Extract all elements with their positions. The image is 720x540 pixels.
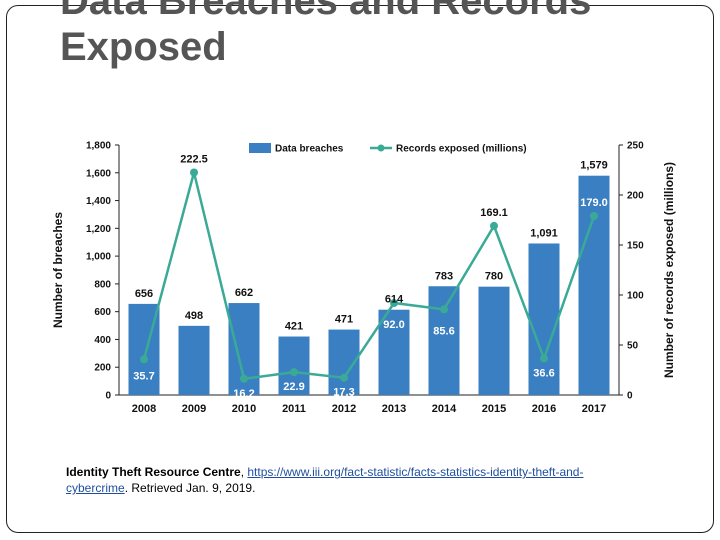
bar-value-label: 421 — [285, 321, 303, 333]
title-line-2: Exposed — [60, 25, 227, 69]
bar-value-label: 780 — [485, 271, 503, 283]
x-tick-label: 2010 — [232, 403, 256, 415]
x-tick-label: 2011 — [282, 403, 306, 415]
y-right-tick-label: 150 — [627, 241, 644, 252]
slide-title: Data Breaches and Records Exposed — [60, 0, 700, 70]
records-point-2010 — [240, 374, 248, 383]
y-left-tick-label: 1,600 — [86, 168, 111, 179]
x-tick-label: 2013 — [382, 403, 406, 415]
source-link[interactable]: https://www.iii.org/fact-statistic/facts… — [66, 465, 584, 495]
records-value-label: 22.9 — [283, 381, 304, 393]
records-point-2011 — [290, 368, 298, 377]
legend-marker-records — [377, 144, 385, 152]
legend-swatch-breaches — [249, 143, 271, 153]
y-left-tick-label: 600 — [94, 307, 111, 318]
title-line-1: Data Breaches and Records — [60, 0, 592, 23]
bar-value-label: 498 — [185, 310, 203, 322]
bar-2011 — [278, 336, 310, 395]
records-point-2016 — [540, 354, 548, 363]
y-axis-right-title: Number of records exposed (millions) — [662, 162, 676, 378]
y-right-tick-label: 100 — [627, 291, 644, 302]
y-left-tick-label: 1,800 — [86, 141, 111, 152]
x-tick-label: 2012 — [332, 403, 356, 415]
records-point-2013 — [390, 299, 398, 307]
x-tick-label: 2016 — [532, 403, 556, 415]
records-point-2017 — [590, 212, 598, 220]
y-right-tick-label: 200 — [627, 191, 644, 202]
y-left-tick-label: 1,200 — [86, 224, 111, 235]
source-org: Identity Theft Resource Centre — [66, 465, 241, 479]
y-left-tick-label: 200 — [94, 363, 111, 374]
x-tick-label: 2017 — [582, 403, 606, 415]
bar-value-label: 783 — [435, 270, 453, 282]
y-left-tick-label: 1,000 — [86, 252, 111, 263]
records-point-2012 — [340, 373, 348, 382]
source-citation: Identity Theft Resource Centre, https://… — [66, 464, 626, 496]
y-left-tick-label: 1,400 — [86, 196, 111, 207]
x-tick-label: 2008 — [132, 403, 156, 415]
records-line — [142, 172, 596, 381]
x-tick-label: 2015 — [482, 403, 506, 415]
records-value-label: 169.1 — [480, 207, 508, 219]
records-value-label: 16.2 — [233, 388, 254, 400]
bar-2013 — [378, 309, 410, 395]
y-right-tick-label: 50 — [627, 341, 639, 352]
slide-frame — [6, 5, 714, 533]
bar-value-label: 1,091 — [530, 227, 558, 239]
bar-value-label: 614 — [385, 294, 404, 306]
y-left-tick-label: 800 — [94, 279, 111, 290]
bar-2014 — [428, 286, 460, 395]
bar-value-label: 471 — [335, 314, 353, 326]
bar-2009 — [178, 325, 210, 395]
bar-value-label: 656 — [135, 288, 153, 300]
legend-label-breaches: Data breaches — [275, 144, 344, 155]
records-point-2008 — [140, 355, 148, 364]
records-value-label: 36.6 — [533, 367, 554, 379]
y-left-tick-label: 0 — [105, 391, 111, 402]
y-right-tick-label: 0 — [627, 391, 633, 402]
records-value-label: 85.6 — [433, 325, 454, 337]
y-right-tick-label: 250 — [627, 141, 644, 152]
source-separator: , — [240, 465, 248, 479]
source-retrieved: . Retrieved Jan. 9, 2019. — [124, 481, 256, 495]
bar-2015 — [478, 286, 510, 395]
y-axis-left-title: Number of breaches — [51, 212, 65, 328]
bar-2016 — [528, 243, 560, 395]
records-value-label: 92.0 — [383, 319, 404, 331]
y-left-tick-label: 400 — [94, 335, 111, 346]
records-value-label: 222.5 — [180, 154, 208, 166]
records-value-label: 179.0 — [580, 197, 608, 209]
legend-label-records: Records exposed (millions) — [396, 144, 527, 155]
x-tick-label: 2014 — [432, 403, 457, 415]
bar-value-label: 1,579 — [580, 160, 608, 172]
bar-value-label: 662 — [235, 287, 253, 299]
records-point-2009 — [190, 168, 198, 177]
records-value-label: 17.3 — [333, 387, 354, 399]
breaches-chart: 0 200 400 600 800 1,000 1,200 1,400 1,600 1,800 0 5… — [51, 141, 676, 416]
records-point-2014 — [440, 305, 448, 314]
x-tick-label: 2009 — [182, 403, 206, 415]
records-value-label: 35.7 — [133, 370, 154, 382]
records-point-2015 — [490, 221, 498, 230]
